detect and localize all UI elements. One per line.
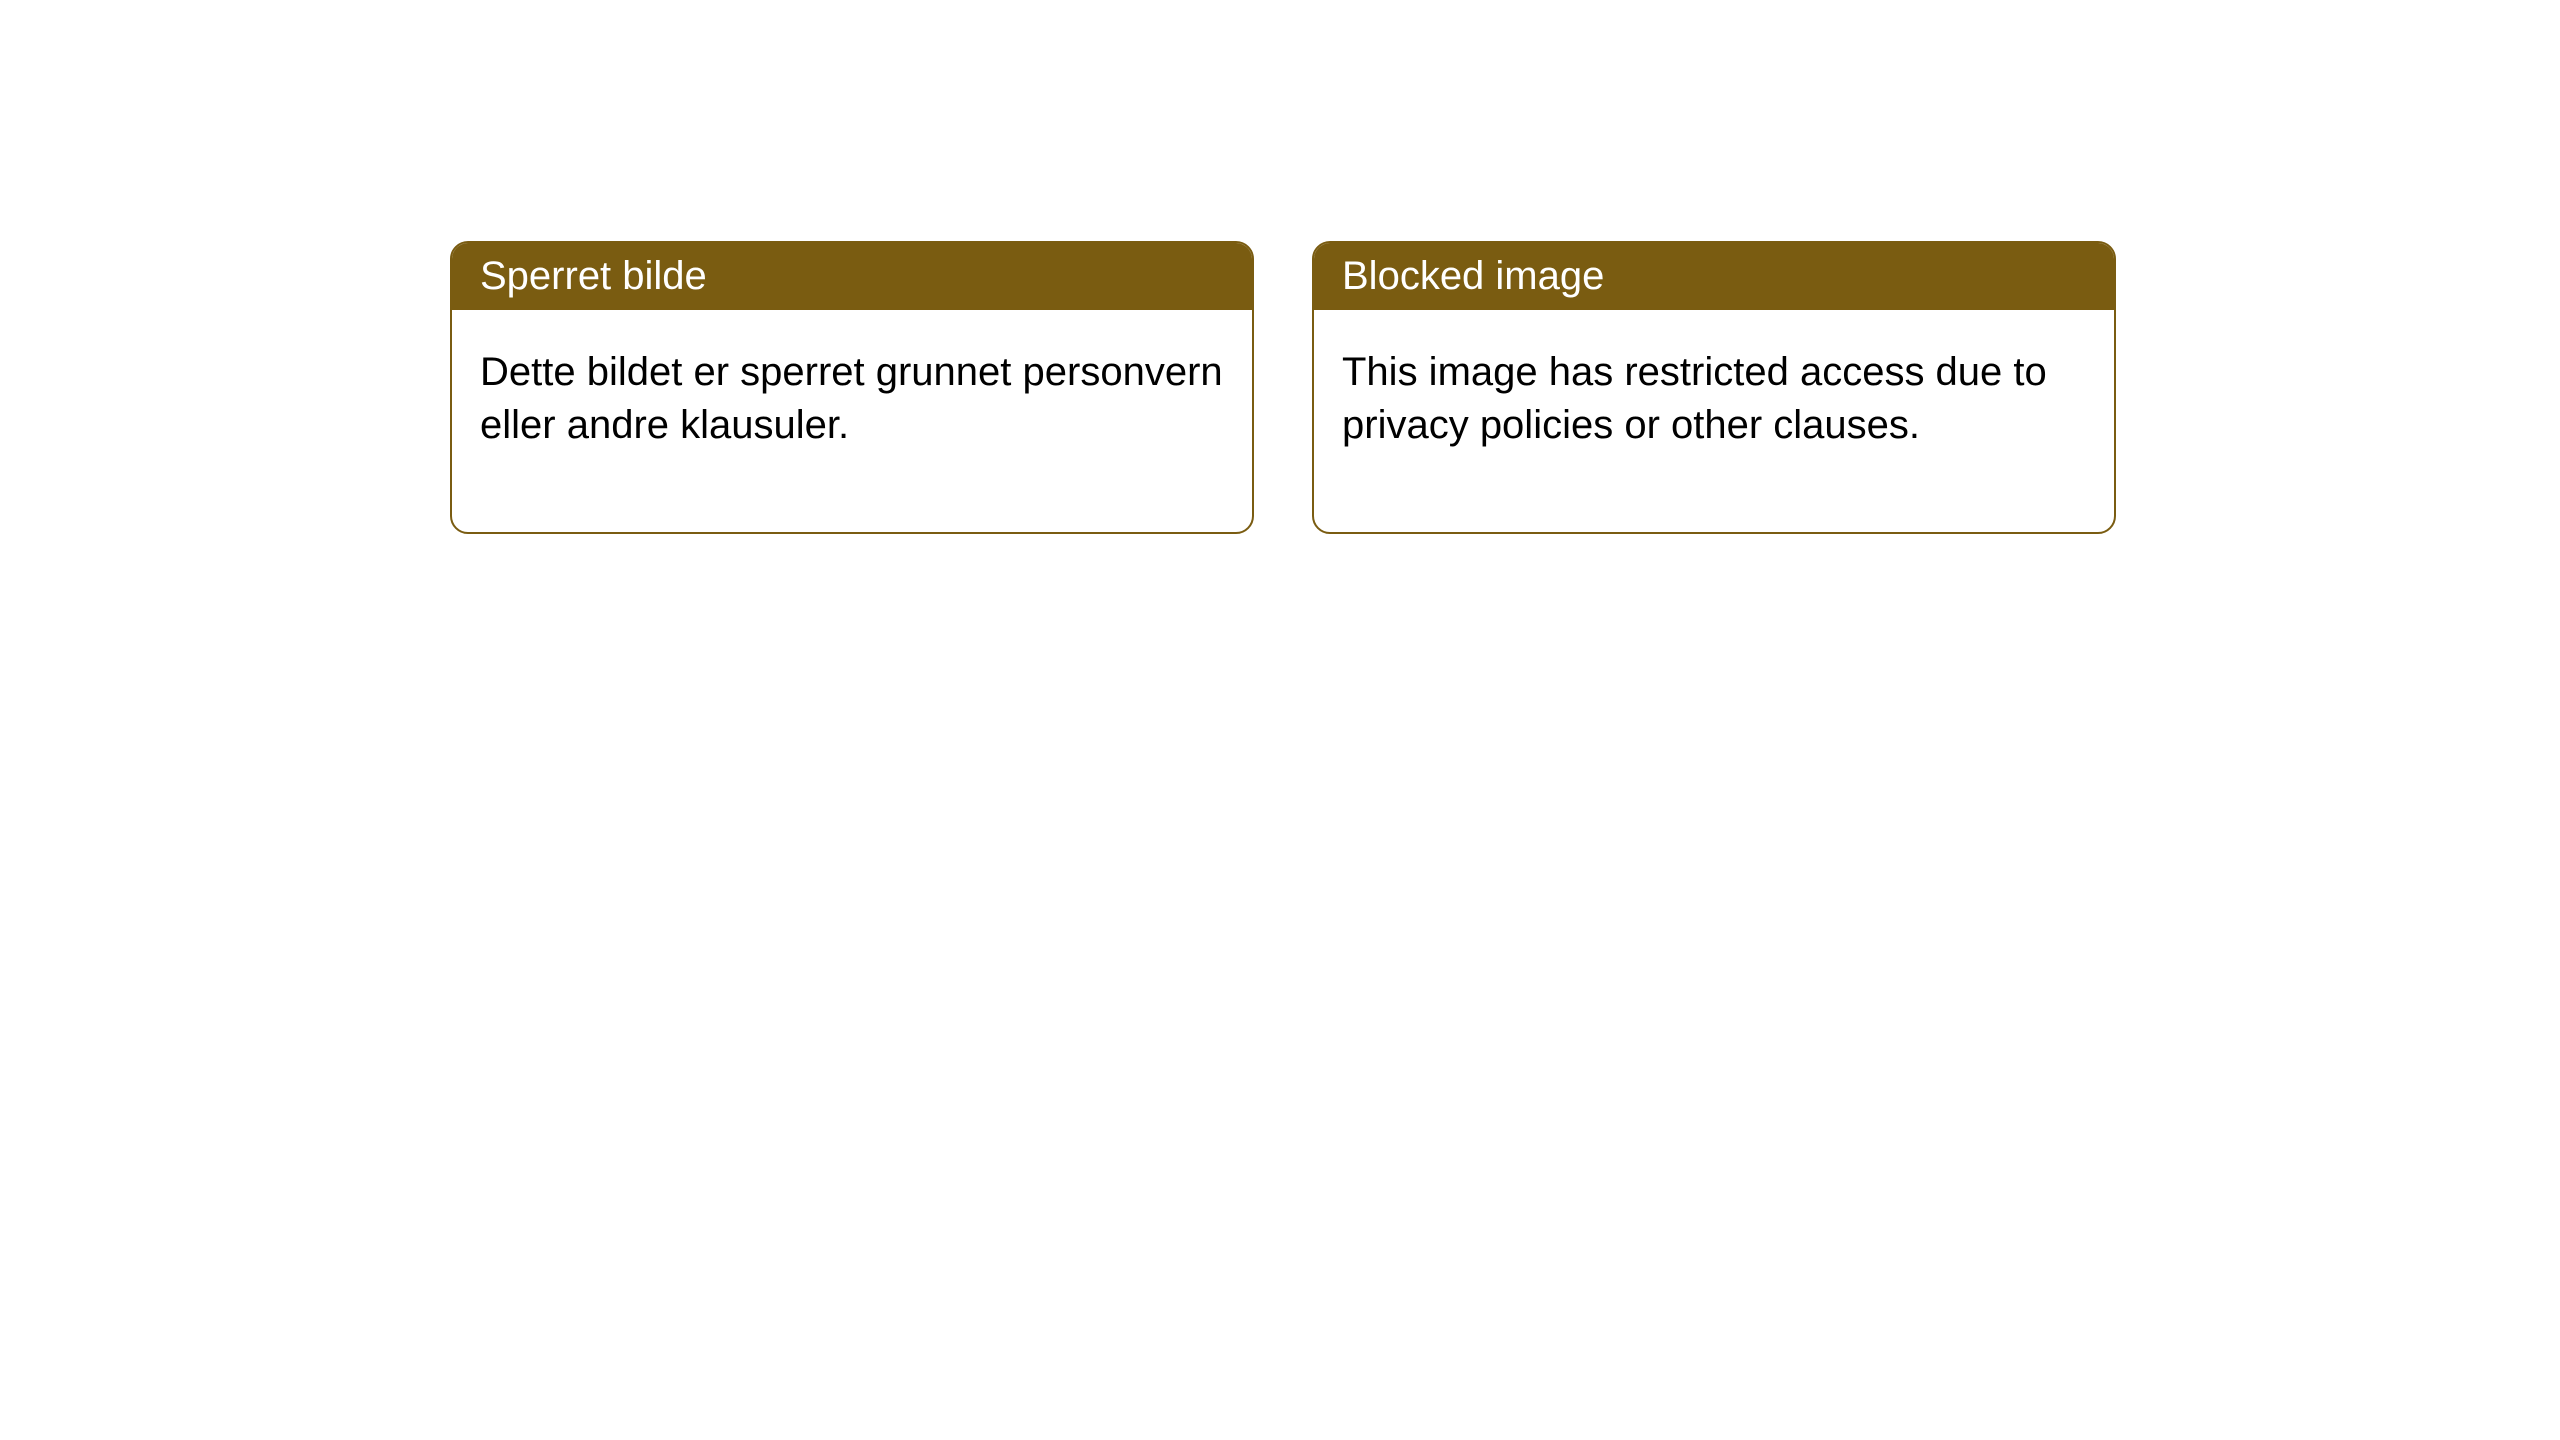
card-body: This image has restricted access due to …: [1314, 310, 2114, 532]
notice-card-norwegian: Sperret bilde Dette bildet er sperret gr…: [450, 241, 1254, 534]
card-title: Sperret bilde: [480, 254, 707, 298]
card-header: Blocked image: [1314, 243, 2114, 310]
card-body-text: Dette bildet er sperret grunnet personve…: [480, 350, 1223, 447]
card-title: Blocked image: [1342, 254, 1604, 298]
notice-container: Sperret bilde Dette bildet er sperret gr…: [0, 0, 2560, 534]
card-body: Dette bildet er sperret grunnet personve…: [452, 310, 1252, 532]
notice-card-english: Blocked image This image has restricted …: [1312, 241, 2116, 534]
card-body-text: This image has restricted access due to …: [1342, 350, 2047, 447]
card-header: Sperret bilde: [452, 243, 1252, 310]
